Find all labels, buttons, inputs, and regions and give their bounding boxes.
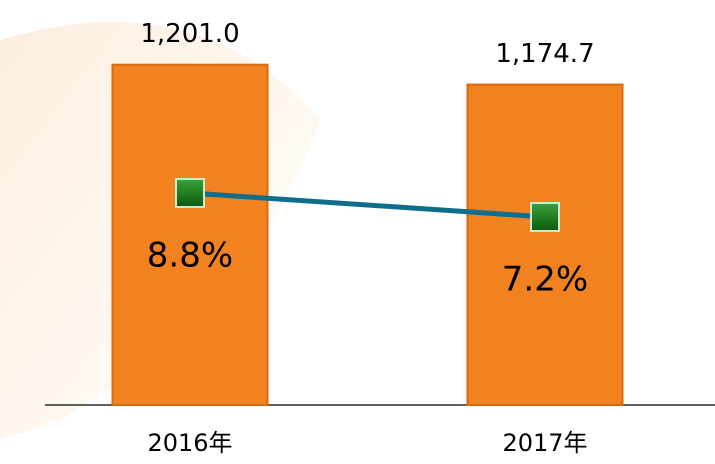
x-tick-label: 2016年 <box>147 429 232 457</box>
chart: 2016年 2017年 1,201.0 1,174.7 8.8% 7.2% <box>0 0 715 464</box>
line-value-label: 7.2% <box>502 260 588 300</box>
bar-value-label: 1,201.0 <box>140 19 239 49</box>
page: 2016年2017年1,201.01,174.78.8%7.2% (() => … <box>0 0 715 464</box>
line-value-label: 8.8% <box>147 236 233 276</box>
bar-value-label: 1,174.7 <box>495 39 594 69</box>
bar <box>468 85 623 405</box>
line-marker <box>176 179 204 207</box>
x-tick-label: 2017年 <box>502 429 587 457</box>
line-marker <box>531 203 559 231</box>
